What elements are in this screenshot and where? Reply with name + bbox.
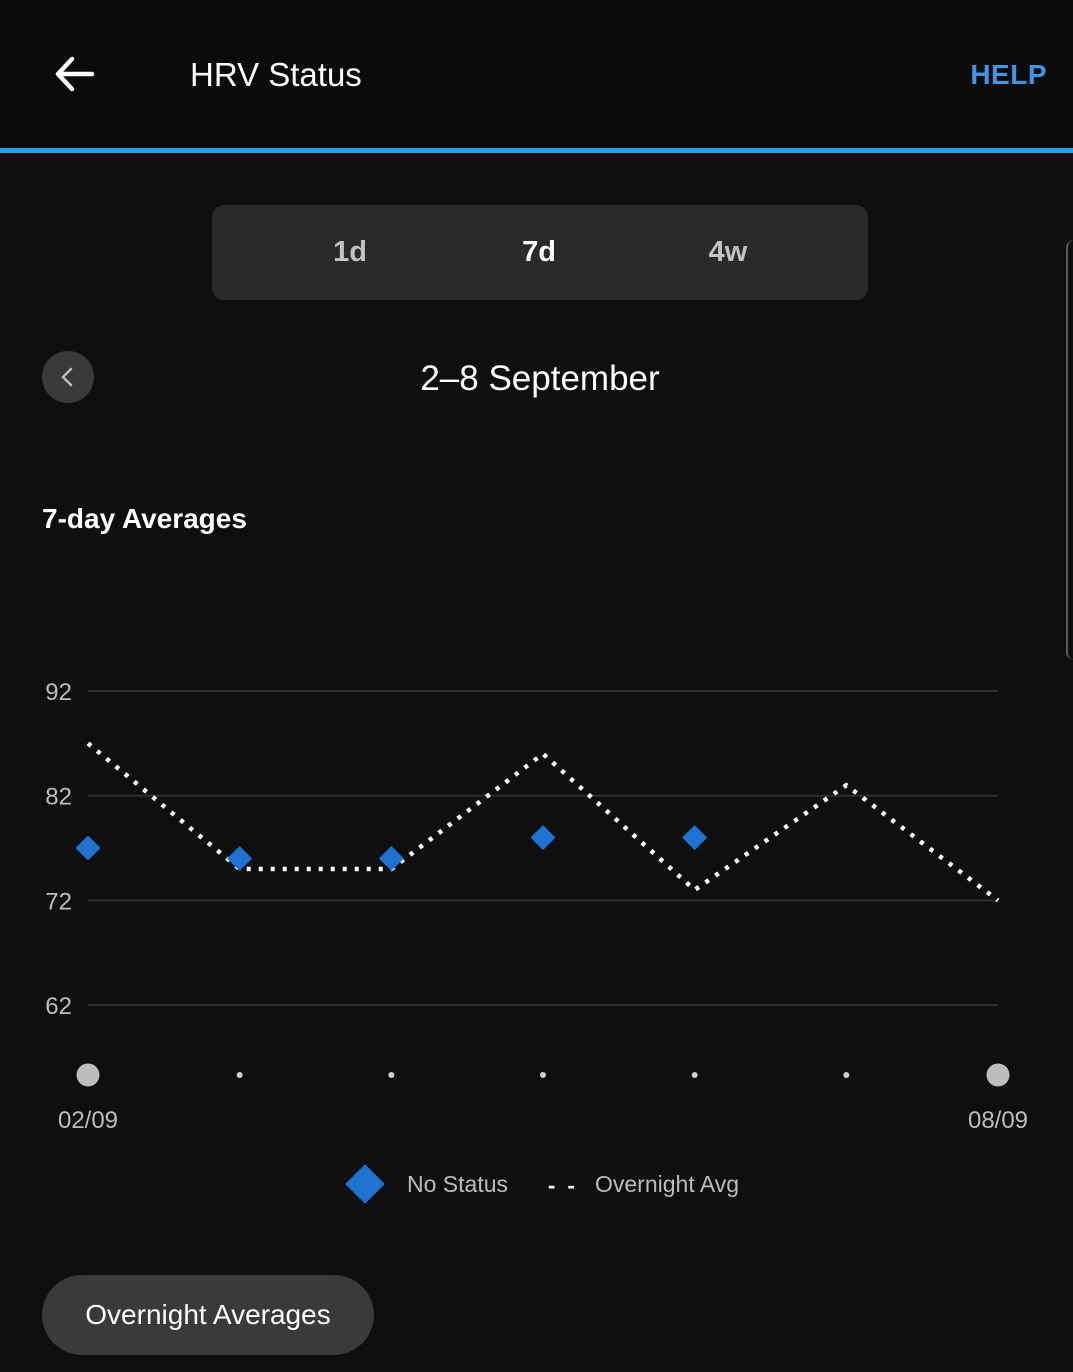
tab-1d[interactable]: 1d bbox=[333, 236, 367, 268]
legend-no-status: No Status bbox=[407, 1171, 508, 1197]
dash-line-icon: - - bbox=[548, 1173, 578, 1198]
data-point-diamond bbox=[75, 835, 101, 861]
diamond-icon bbox=[345, 1164, 385, 1204]
range-selector: 1d 7d 4w bbox=[212, 205, 868, 300]
scroll-edge bbox=[1066, 240, 1073, 660]
x-axis-day-dot bbox=[388, 1072, 395, 1078]
y-tick-label: 82 bbox=[45, 784, 72, 811]
tab-4w[interactable]: 4w bbox=[708, 236, 748, 268]
app-header: HRV Status HELP bbox=[0, 0, 1073, 148]
page-title: HRV Status bbox=[190, 56, 362, 93]
chart-legend: No Status - - Overnight Avg bbox=[0, 1160, 1073, 1210]
x-axis-day-dot bbox=[236, 1072, 243, 1078]
data-point-diamond bbox=[682, 825, 708, 851]
y-tick-label: 62 bbox=[45, 993, 72, 1020]
data-point-diamond bbox=[227, 846, 253, 872]
x-axis-day-dot bbox=[843, 1072, 850, 1078]
data-point-diamond bbox=[530, 825, 556, 851]
x-tick-label: 08/09 bbox=[968, 1107, 1028, 1134]
x-axis-endpoint-dot bbox=[986, 1063, 1010, 1087]
legend-overnight-avg: Overnight Avg bbox=[595, 1171, 740, 1197]
series-overnight-avg-line bbox=[86, 741, 1000, 903]
chevron-left-icon bbox=[61, 367, 73, 387]
data-point-diamond bbox=[378, 846, 404, 872]
x-axis-endpoint-dot bbox=[76, 1063, 100, 1087]
x-axis-day-dot bbox=[540, 1072, 546, 1078]
y-tick-label: 92 bbox=[45, 679, 72, 706]
date-range-label: 2–8 September bbox=[420, 359, 660, 398]
arrow-left-icon bbox=[55, 56, 95, 92]
section-title: 7-day Averages bbox=[42, 503, 247, 534]
x-tick-label: 02/09 bbox=[58, 1107, 118, 1134]
back-button[interactable] bbox=[40, 40, 108, 108]
tab-7d[interactable]: 7d bbox=[522, 236, 556, 268]
header-accent-line bbox=[0, 148, 1073, 153]
previous-range-button[interactable] bbox=[42, 351, 94, 403]
x-axis-day-dot bbox=[691, 1072, 698, 1078]
help-button[interactable]: HELP bbox=[970, 59, 1047, 90]
hrv-chart: 92 82 72 62 02/09 08/09 bbox=[45, 679, 1028, 1134]
y-tick-label: 72 bbox=[45, 888, 72, 915]
overnight-averages-button[interactable]: Overnight Averages bbox=[42, 1275, 374, 1355]
